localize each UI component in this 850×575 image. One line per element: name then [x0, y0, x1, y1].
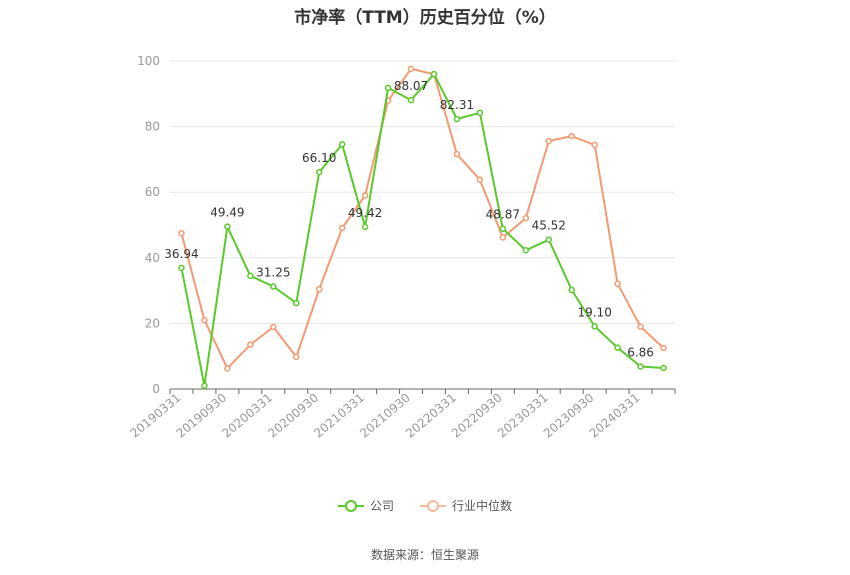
data-point-company	[591, 323, 598, 330]
data-point-industry	[407, 65, 415, 73]
data-source: 数据来源：恒生聚源	[370, 548, 479, 562]
x-tick-label: 20240331	[587, 391, 643, 441]
data-label: 45.52	[532, 219, 566, 233]
legend-company-label: 公司	[369, 499, 394, 513]
data-point-industry	[293, 353, 300, 361]
y-tick-label: 20	[145, 316, 160, 330]
line-chart: 0204060801002019033120190930202003312020…	[128, 54, 676, 441]
data-label: 19.10	[577, 305, 611, 319]
legend-industry-label: 行业中位数	[452, 499, 513, 513]
data-point-industry	[178, 229, 185, 237]
data-point-industry	[476, 176, 484, 183]
legend-company-marker	[337, 499, 364, 513]
data-point-company	[453, 115, 461, 123]
y-tick-label: 80	[145, 120, 160, 134]
data-point-industry	[453, 150, 461, 158]
data-point-company	[407, 96, 415, 104]
data-point-company	[568, 286, 575, 294]
data-point-company	[545, 236, 552, 243]
data-point-company	[660, 364, 667, 372]
legend-item-industry[interactable]: 行业中位数	[420, 497, 512, 514]
data-point-company	[384, 84, 392, 92]
data-label: 36.94	[164, 247, 198, 261]
data-point-industry	[591, 141, 598, 149]
y-tick-label: 0	[152, 382, 160, 396]
data-point-industry	[338, 224, 346, 232]
data-point-industry	[247, 341, 254, 348]
data-label: 49.42	[348, 206, 382, 220]
data-point-industry	[361, 192, 369, 199]
data-point-company	[430, 70, 438, 78]
y-tick-label: 60	[145, 185, 160, 199]
data-label: 31.25	[256, 266, 290, 280]
data-label: 66.10	[302, 151, 336, 165]
data-point-company	[361, 223, 369, 231]
data-point-industry	[499, 234, 507, 241]
data-point-company	[201, 382, 208, 389]
data-point-industry	[568, 132, 575, 140]
data-point-company	[178, 264, 185, 272]
data-label: 49.49	[210, 206, 244, 220]
y-tick-label: 40	[145, 251, 160, 265]
series-line-company	[180, 73, 664, 387]
legend-item-company[interactable]: 公司	[337, 497, 394, 514]
data-point-company	[338, 141, 346, 148]
data-point-industry	[637, 323, 644, 330]
data-point-company	[247, 272, 254, 280]
data-point-company	[270, 283, 277, 290]
chart-legend: 公司 行业中位数	[0, 497, 850, 514]
data-point-industry	[201, 316, 208, 324]
data-point-company	[499, 225, 507, 232]
data-label: 6.86	[627, 345, 654, 359]
data-point-industry	[545, 137, 552, 145]
y-tick-label: 100	[137, 54, 160, 68]
data-point-industry	[522, 214, 530, 222]
data-point-industry	[315, 286, 323, 293]
series-line-industry	[180, 67, 665, 370]
data-point-industry	[614, 280, 621, 287]
data-point-company	[614, 344, 621, 351]
data-point-company	[476, 109, 484, 117]
data-label: 88.07	[394, 79, 428, 93]
data-point-industry	[660, 344, 667, 352]
data-label: 82.31	[440, 98, 474, 112]
data-point-company	[637, 363, 644, 370]
data-point-company	[315, 168, 323, 176]
data-point-company	[522, 247, 530, 254]
data-label: 48.87	[486, 208, 520, 222]
data-point-industry	[270, 323, 277, 331]
data-point-company	[293, 299, 300, 307]
data-point-company	[224, 223, 231, 230]
legend-industry-marker	[420, 499, 446, 513]
chart-title: 市净率（TTM）历史百分位（%）	[294, 8, 556, 28]
data-point-industry	[224, 365, 231, 372]
